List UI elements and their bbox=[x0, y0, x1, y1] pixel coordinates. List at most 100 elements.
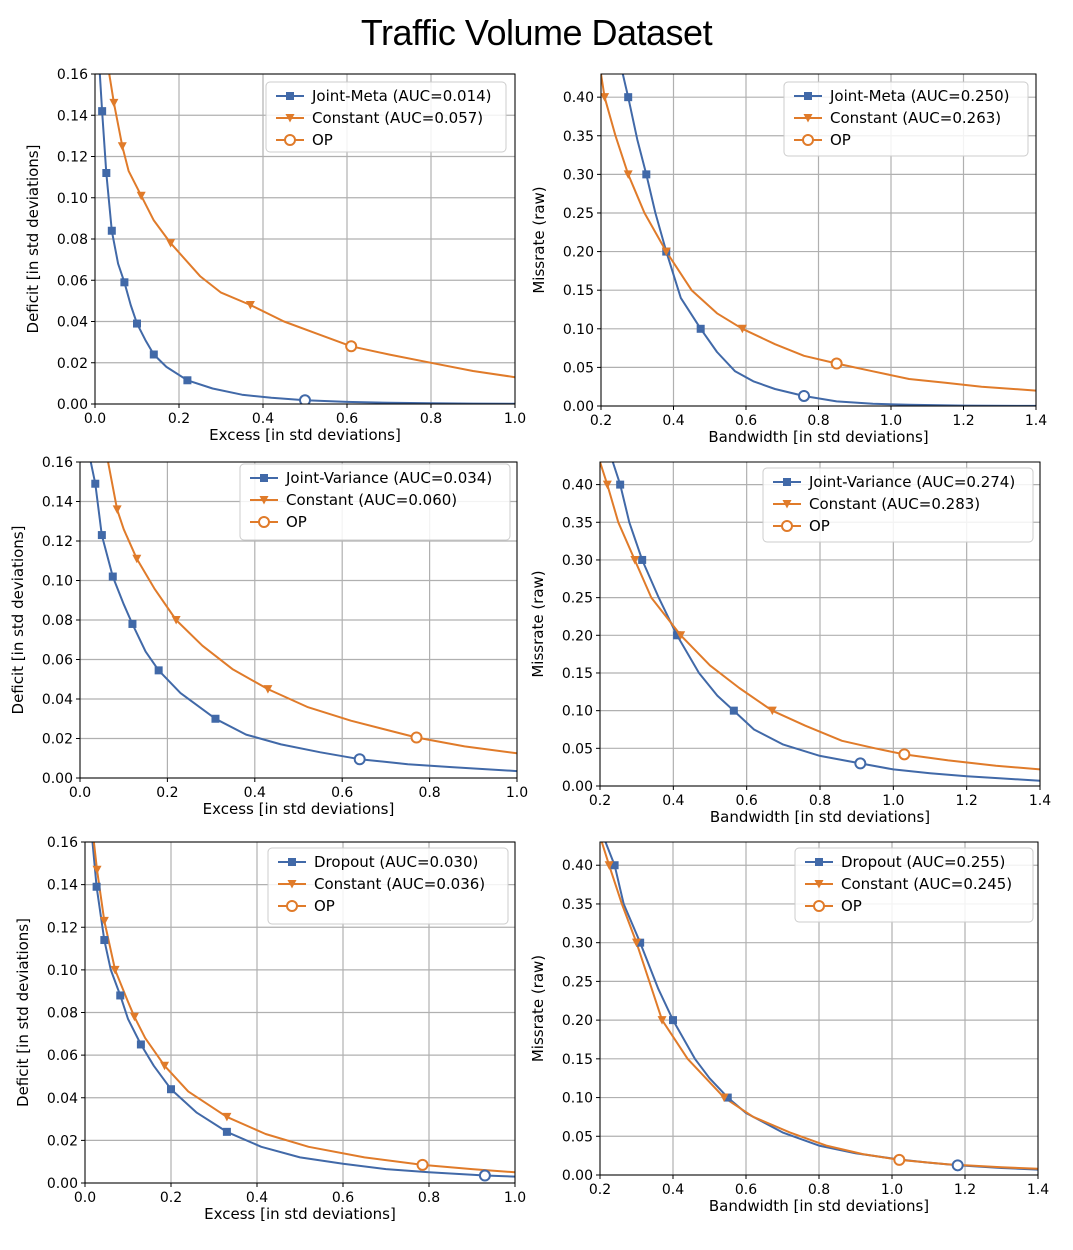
legend-label: OP bbox=[841, 897, 862, 915]
data-point-constant bbox=[132, 554, 142, 564]
legend-label: Dropout (AUC=0.255) bbox=[841, 853, 1005, 871]
series-line-joint-meta bbox=[621, 74, 1036, 406]
x-tick-label: 0.8 bbox=[808, 1182, 830, 1198]
y-tick-label: 0.10 bbox=[563, 322, 594, 338]
x-tick-label: 1.4 bbox=[1029, 793, 1051, 809]
legend-marker bbox=[783, 478, 791, 486]
data-point-dropout bbox=[222, 1127, 231, 1136]
x-tick-label: 0.4 bbox=[246, 1190, 268, 1206]
data-point-dropout bbox=[636, 938, 645, 947]
legend-marker bbox=[802, 134, 814, 146]
x-axis-label: Excess [in std deviations] bbox=[209, 426, 401, 444]
chart-deficit-joint-meta: 0.0 0.2 0.4 0.6 0.8 1.0 0.00 0.02 0.04 0.06 0.08 0.… bbox=[24, 67, 526, 444]
y-tick-label: 0.04 bbox=[47, 1091, 78, 1107]
data-point-constant bbox=[767, 706, 777, 716]
legend-marker bbox=[782, 500, 792, 509]
x-axis-label: Bandwidth [in std deviations] bbox=[709, 1197, 929, 1215]
legend-label: Joint-Variance (AUC=0.274) bbox=[808, 473, 1015, 491]
data-point-constant bbox=[129, 1012, 139, 1022]
legend-box bbox=[265, 81, 507, 153]
data-point-dropout bbox=[92, 882, 101, 891]
y-tick-label: 0.02 bbox=[42, 732, 73, 748]
data-point-constant bbox=[604, 861, 614, 870]
series-line-dropout bbox=[91, 842, 515, 1178]
series-line-constant bbox=[600, 842, 1038, 1170]
x-tick-label: 0.6 bbox=[735, 1182, 757, 1198]
y-tick-label: 0.10 bbox=[562, 1091, 593, 1107]
legend-marker bbox=[781, 520, 793, 532]
data-point-constant bbox=[222, 1112, 232, 1122]
legend-marker bbox=[260, 474, 268, 482]
data-point-constant bbox=[112, 505, 122, 514]
y-tick-label: 0.00 bbox=[562, 1168, 593, 1184]
op-point-constant bbox=[345, 340, 358, 353]
data-point-joint-meta bbox=[107, 226, 116, 235]
data-point-joint-meta bbox=[624, 93, 633, 102]
data-point-constant bbox=[623, 170, 633, 179]
x-tick-label: 0.6 bbox=[735, 413, 757, 429]
x-tick-label: 1.0 bbox=[880, 413, 902, 429]
y-tick-label: 0.00 bbox=[57, 397, 88, 413]
y-axis-label: Deficit [in std deviations] bbox=[9, 526, 27, 715]
data-point-dropout bbox=[610, 861, 619, 870]
data-point-dropout bbox=[723, 1093, 732, 1102]
x-tick-label: 1.0 bbox=[881, 1182, 903, 1198]
legend-label: Dropout (AUC=0.030) bbox=[314, 853, 478, 871]
legend: Joint-Meta (AUC=0.250) Constant (AUC=0.26… bbox=[783, 81, 1029, 157]
legend-marker bbox=[284, 134, 296, 146]
x-tick-label: 1.0 bbox=[506, 785, 528, 801]
legend-marker bbox=[259, 496, 269, 505]
y-tick-label: 0.02 bbox=[47, 1133, 78, 1149]
legend-label: Constant (AUC=0.245) bbox=[841, 875, 1012, 893]
y-tick-label: 0.25 bbox=[562, 974, 593, 990]
data-point-constant bbox=[110, 965, 120, 975]
legend-label: OP bbox=[312, 131, 333, 149]
legend: Joint-Variance (AUC=0.274) Constant (AUC=… bbox=[762, 467, 1034, 543]
y-tick-label: 0.10 bbox=[57, 191, 88, 207]
data-point-constant bbox=[676, 631, 686, 640]
legend-label: Joint-Variance (AUC=0.034) bbox=[285, 469, 492, 487]
y-tick-label: 0.30 bbox=[562, 553, 593, 569]
legend-label: OP bbox=[809, 517, 830, 535]
y-tick-label: 0.00 bbox=[42, 771, 73, 787]
x-tick-label: 1.2 bbox=[954, 1182, 976, 1198]
x-axis-label: Bandwidth [in std deviations] bbox=[710, 808, 930, 826]
legend-marker bbox=[288, 858, 296, 866]
data-point-dropout bbox=[167, 1085, 175, 1094]
legend-marker bbox=[287, 880, 297, 889]
y-tick-label: 0.10 bbox=[562, 704, 593, 720]
legend-box bbox=[783, 81, 1029, 157]
data-point-constant bbox=[632, 938, 641, 948]
y-tick-label: 0.15 bbox=[563, 283, 594, 299]
chart-missrate-joint-meta: 0.2 0.4 0.6 0.8 1.0 1.2 1.4 0.00 0.05 0.10 0.15 0.2… bbox=[530, 73, 1047, 446]
op-point-dropout bbox=[951, 1159, 964, 1172]
data-point-constant bbox=[601, 93, 610, 102]
x-axis-label: Bandwidth [in std deviations] bbox=[708, 428, 928, 446]
legend-label: Joint-Meta (AUC=0.014) bbox=[311, 87, 492, 105]
legend-label: Constant (AUC=0.263) bbox=[830, 109, 1001, 127]
x-tick-label: 0.8 bbox=[418, 785, 440, 801]
data-point-dropout bbox=[136, 1040, 145, 1049]
legend: Dropout (AUC=0.030) Constant (AUC=0.036) O… bbox=[267, 847, 509, 925]
op-point-constant bbox=[410, 731, 423, 744]
y-tick-label: 0.08 bbox=[47, 1006, 78, 1022]
legend-box bbox=[794, 847, 1034, 923]
data-point-joint-variance bbox=[97, 531, 106, 540]
y-axis-label: Missrate (raw) bbox=[530, 570, 547, 677]
legend-label: Constant (AUC=0.057) bbox=[312, 109, 483, 127]
x-tick-label: 0.8 bbox=[807, 413, 829, 429]
op-point-joint-meta bbox=[798, 389, 810, 402]
data-point-constant bbox=[109, 98, 119, 108]
x-tick-label: 0.6 bbox=[331, 785, 353, 801]
data-point-constant bbox=[657, 1016, 667, 1025]
y-tick-label: 0.25 bbox=[563, 206, 594, 222]
legend-box bbox=[239, 463, 511, 541]
y-tick-label: 0.40 bbox=[562, 858, 593, 874]
x-tick-label: 0.0 bbox=[69, 785, 91, 801]
x-axis-label: Excess [in std deviations] bbox=[204, 1205, 396, 1223]
data-point-joint-variance bbox=[638, 555, 647, 564]
op-point-constant bbox=[830, 357, 843, 370]
legend-marker bbox=[803, 114, 813, 123]
x-tick-label: 1.0 bbox=[504, 1190, 526, 1206]
x-tick-label: 0.2 bbox=[590, 413, 612, 429]
